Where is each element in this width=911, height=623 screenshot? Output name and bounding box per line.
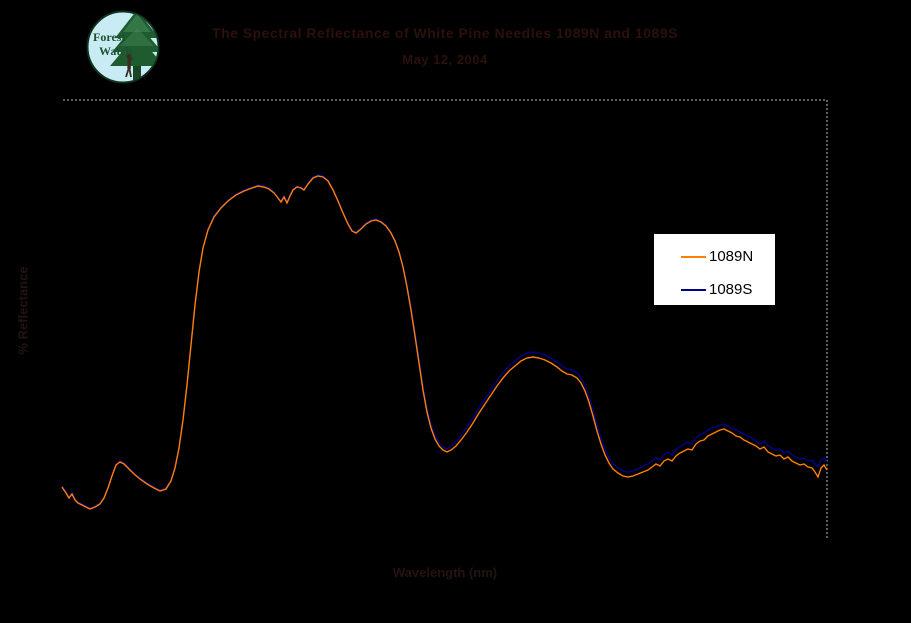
- legend-box: 1089N 1089S: [653, 233, 776, 306]
- legend-item-1089S: 1089S: [654, 280, 775, 300]
- person-icon: [125, 53, 134, 78]
- logo-text-watch: Watch: [99, 44, 133, 58]
- pine-tree-icon: [110, 12, 158, 82]
- y-axis-label: % Reflectance: [15, 266, 31, 355]
- chart-title-line2: May 12, 2004: [402, 52, 488, 67]
- chart-title-line1: The Spectral Reflectance of White Pine N…: [212, 25, 678, 41]
- legend-line-swatch-navy: [681, 289, 706, 291]
- series-line-1089N: [61, 175, 828, 510]
- forest-watch-logo: Forest Watch: [86, 10, 160, 84]
- legend-line-swatch-orange: [681, 256, 706, 258]
- legend-label: 1089S: [709, 281, 753, 298]
- legend-label: 1089N: [709, 248, 754, 265]
- data-series-lines: [61, 174, 828, 510]
- logo-text-forest: Forest: [93, 30, 125, 44]
- x-axis-label: Wavelength (nm): [392, 565, 498, 580]
- legend-item-1089N: 1089N: [654, 247, 775, 267]
